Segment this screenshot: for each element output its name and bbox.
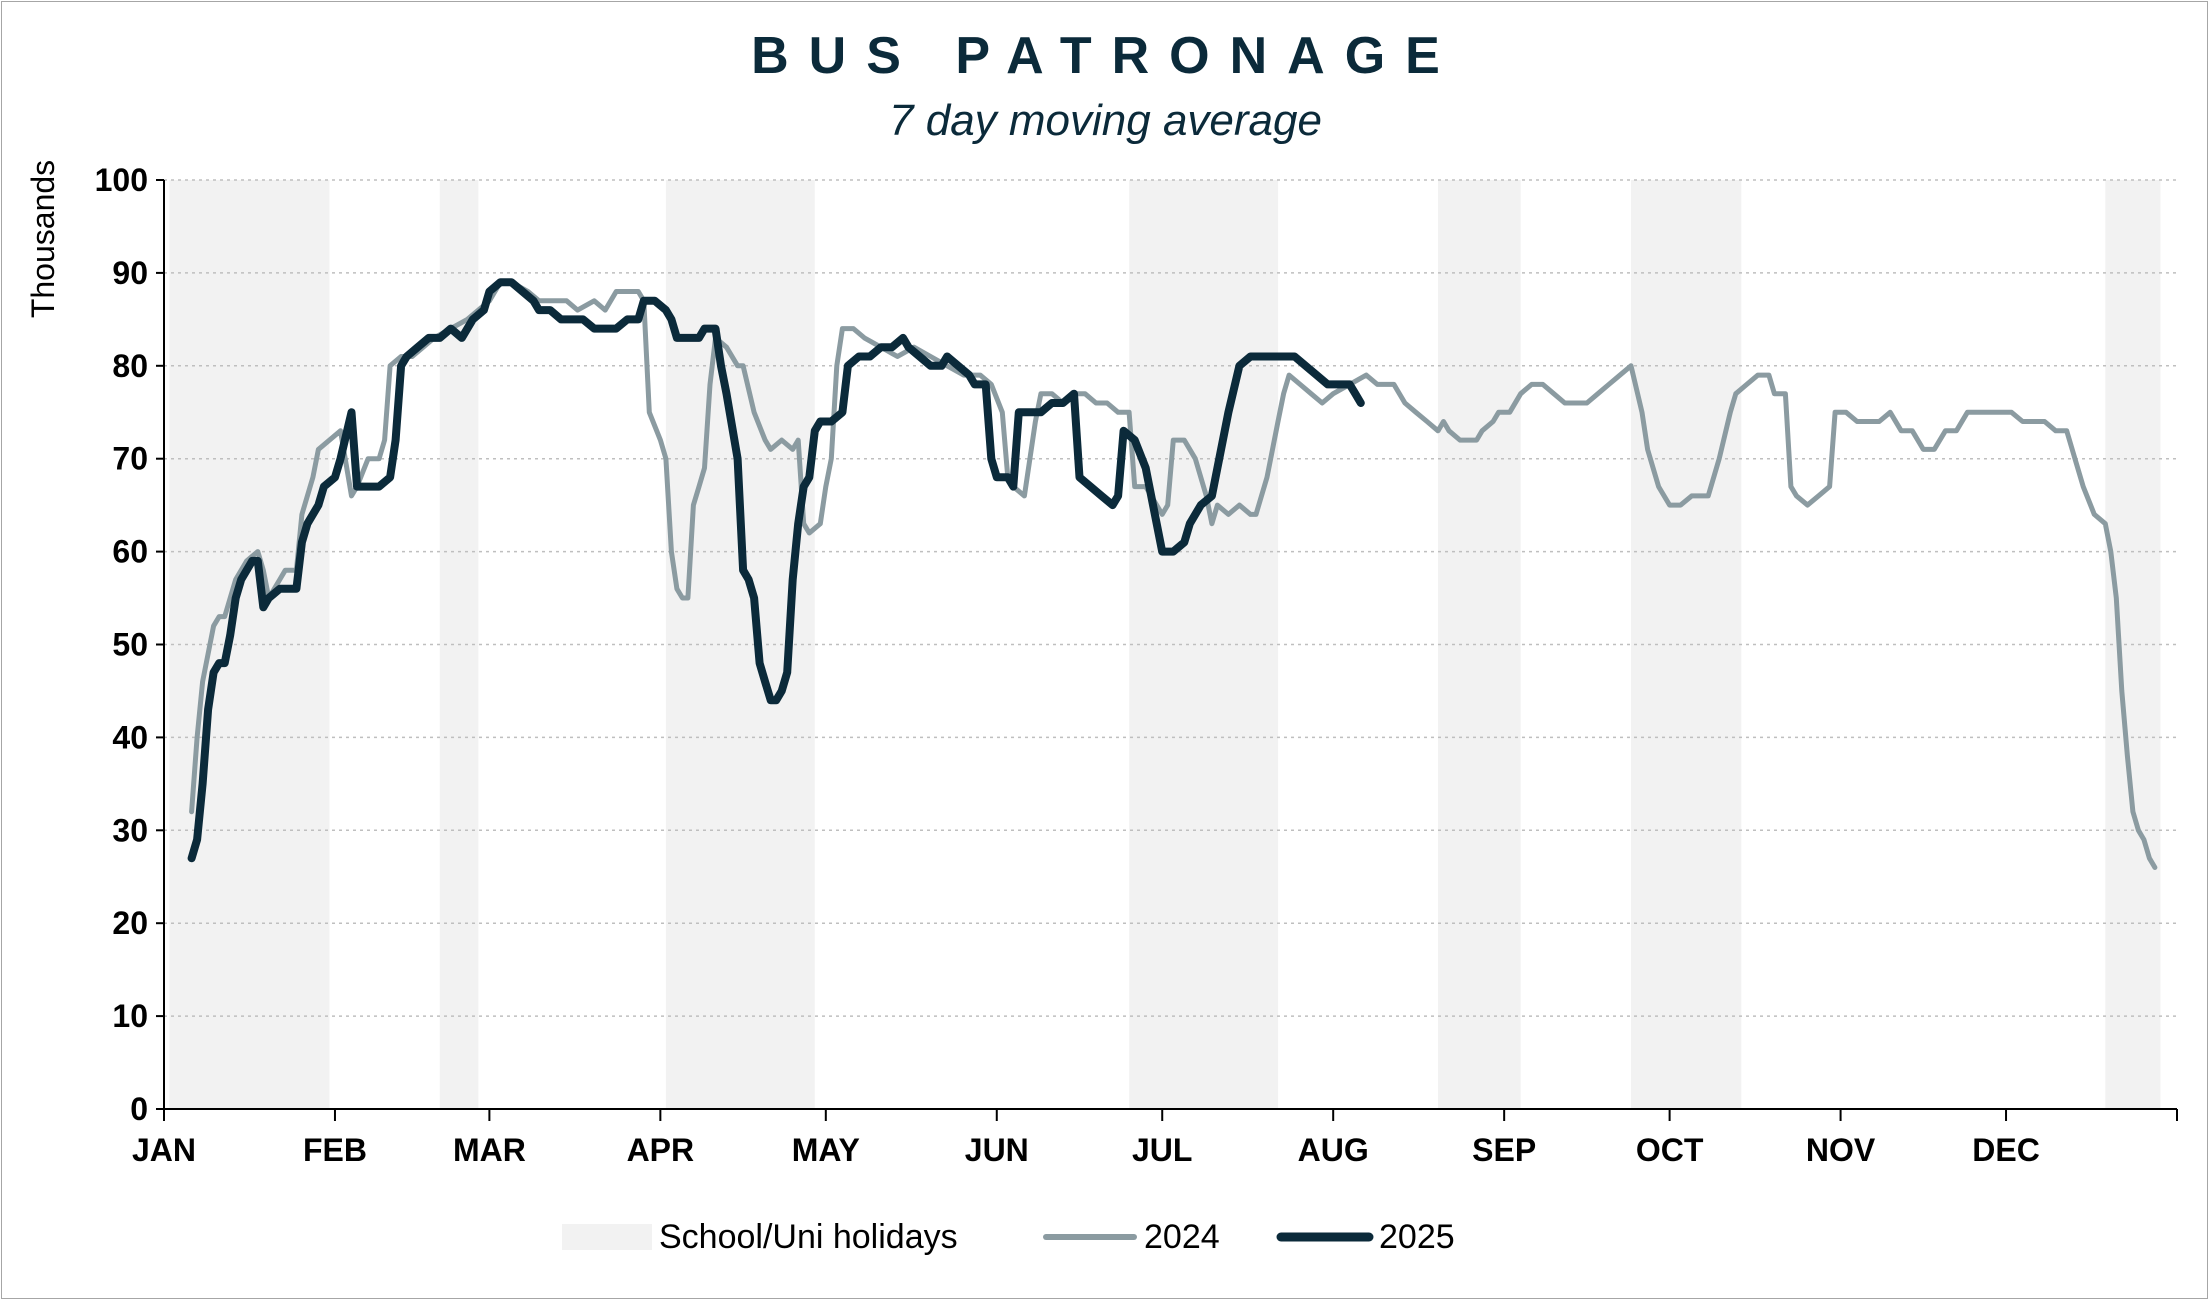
holiday-band-6: [1631, 180, 1742, 1109]
x-tick-label-jan: JAN: [132, 1132, 196, 1168]
y-tick-label-30: 30: [112, 812, 148, 848]
y-tick-label-10: 10: [112, 998, 148, 1034]
legend: School/Uni holidays 2024 2025: [562, 1218, 1455, 1256]
x-tick-label-oct: OCT: [1636, 1132, 1704, 1168]
y-tick-label-80: 80: [112, 348, 148, 384]
y-tick-label-90: 90: [112, 255, 148, 291]
y-tick-label-50: 50: [112, 627, 148, 663]
y-tick-label-70: 70: [112, 441, 148, 477]
x-tick-label-may: MAY: [792, 1132, 860, 1168]
series-lines: [187, 278, 2158, 870]
x-tick-label-sep: SEP: [1472, 1132, 1536, 1168]
x-tick-label-nov: NOV: [1806, 1132, 1876, 1168]
legend-swatch-holidays: [562, 1224, 652, 1250]
legend-label-holidays: School/Uni holidays: [659, 1218, 958, 1256]
legend-label-2024: 2024: [1144, 1218, 1220, 1256]
chart-subtitle: 7 day moving average: [889, 96, 1322, 145]
x-tick-label-dec: DEC: [1972, 1132, 2040, 1168]
y-tick-label-40: 40: [112, 719, 148, 755]
y-tick-label-60: 60: [112, 534, 148, 570]
y-tick-label-20: 20: [112, 905, 148, 941]
chart-title: BUS PATRONAGE: [751, 27, 1460, 85]
x-tick-label-apr: APR: [627, 1132, 695, 1168]
x-tick-label-mar: MAR: [453, 1132, 526, 1168]
x-tick-label-feb: FEB: [303, 1132, 367, 1168]
series-line-2025: [187, 278, 1365, 863]
x-tick-label-aug: AUG: [1298, 1132, 1369, 1168]
axes: [156, 179, 2178, 1121]
x-tick-label-jun: JUN: [965, 1132, 1029, 1168]
y-tick-label-0: 0: [130, 1091, 148, 1127]
legend-label-2025: 2025: [1379, 1218, 1455, 1256]
holiday-band-5: [1437, 180, 1521, 1109]
x-tick-label-jul: JUL: [1132, 1132, 1192, 1168]
y-axis-label: Thousands: [25, 160, 61, 318]
y-tick-label-100: 100: [95, 162, 148, 198]
tick-labels: 0 10 20 30 40 50 60 70 80 90 100 JAN FEB MAR APR MAY JUN…: [95, 162, 2040, 1168]
